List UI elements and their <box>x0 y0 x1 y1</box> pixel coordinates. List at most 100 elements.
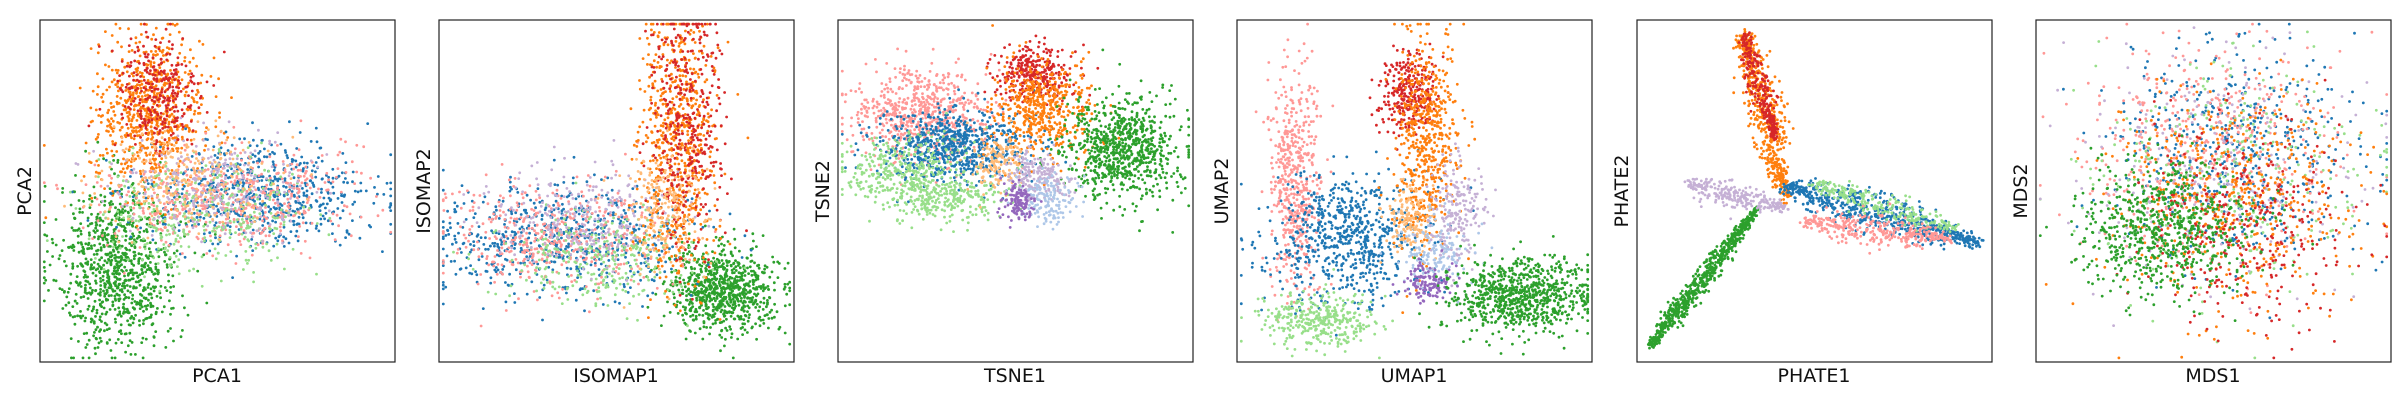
data-point <box>155 166 158 170</box>
data-point <box>259 232 263 235</box>
data-point <box>291 247 295 251</box>
data-point <box>359 189 363 193</box>
data-point <box>143 247 147 251</box>
data-point <box>93 163 97 167</box>
data-point <box>173 110 176 113</box>
data-point <box>103 210 107 214</box>
data-point <box>224 254 228 257</box>
data-point <box>131 306 135 309</box>
data-point <box>142 44 145 48</box>
data-point <box>137 182 141 186</box>
data-point <box>130 277 134 281</box>
data-point <box>166 182 170 186</box>
data-point <box>279 222 283 226</box>
data-point <box>249 169 253 173</box>
data-point <box>173 138 177 142</box>
data-point <box>222 200 226 204</box>
data-point <box>82 295 86 298</box>
data-point <box>275 207 278 210</box>
data-point <box>141 272 145 275</box>
data-point <box>140 299 144 303</box>
data-point <box>138 283 142 287</box>
data-point <box>205 111 209 114</box>
data-point <box>131 129 134 133</box>
data-point <box>229 250 233 254</box>
data-point <box>177 180 181 184</box>
data-point <box>761 270 764 274</box>
data-point <box>339 190 343 194</box>
data-point <box>150 323 154 327</box>
data-point <box>147 247 151 251</box>
data-point <box>163 118 167 122</box>
data-point <box>160 61 164 65</box>
data-point <box>741 326 744 329</box>
data-point <box>248 245 252 249</box>
data-point <box>136 86 140 90</box>
data-point <box>734 275 738 278</box>
data-point <box>253 220 256 224</box>
data-point <box>119 143 123 147</box>
data-point <box>305 189 309 193</box>
data-point <box>177 229 181 233</box>
data-point <box>98 270 101 274</box>
data-point <box>97 175 100 179</box>
data-point <box>149 69 152 72</box>
data-point <box>265 155 269 159</box>
data-point <box>681 288 685 292</box>
data-point <box>103 195 107 199</box>
data-point <box>137 252 141 256</box>
data-point <box>232 163 236 167</box>
data-point <box>224 176 227 179</box>
data-point <box>288 171 292 175</box>
data-point <box>191 56 195 60</box>
data-point <box>223 141 227 145</box>
data-point <box>158 72 161 76</box>
data-point <box>173 24 177 27</box>
data-point <box>164 75 168 79</box>
data-point <box>336 153 340 157</box>
data-point <box>739 317 743 321</box>
data-point <box>196 204 200 208</box>
data-point <box>73 299 77 303</box>
data-point <box>150 86 154 89</box>
data-point <box>108 327 111 330</box>
data-point <box>154 265 158 269</box>
data-point <box>194 144 198 148</box>
data-point <box>103 259 107 263</box>
data-point <box>704 303 708 307</box>
data-point <box>138 83 142 87</box>
data-point <box>247 226 251 230</box>
data-point <box>126 344 130 348</box>
data-point <box>185 165 189 169</box>
data-point <box>60 249 64 253</box>
data-point <box>660 249 664 253</box>
data-point <box>304 221 308 225</box>
data-point <box>253 199 256 203</box>
data-point <box>464 266 468 270</box>
data-point <box>743 328 747 332</box>
data-point <box>722 286 726 290</box>
data-point <box>202 138 205 142</box>
data-point <box>241 148 245 152</box>
data-point <box>151 238 155 242</box>
data-point <box>253 175 256 178</box>
data-point <box>173 78 177 82</box>
data-point <box>130 315 134 318</box>
data-point <box>174 254 178 258</box>
data-point <box>42 281 46 285</box>
data-point <box>724 272 728 275</box>
data-point <box>148 218 152 221</box>
data-point <box>139 239 143 242</box>
data-point <box>320 159 324 163</box>
data-point <box>173 213 176 217</box>
data-point <box>164 253 168 257</box>
data-point <box>233 151 237 155</box>
data-point <box>274 220 277 224</box>
data-point <box>743 292 747 295</box>
data-point <box>351 219 354 223</box>
data-point <box>197 170 201 174</box>
data-point <box>54 279 58 283</box>
data-point <box>167 243 171 247</box>
data-point <box>699 269 703 273</box>
data-point <box>302 174 306 178</box>
